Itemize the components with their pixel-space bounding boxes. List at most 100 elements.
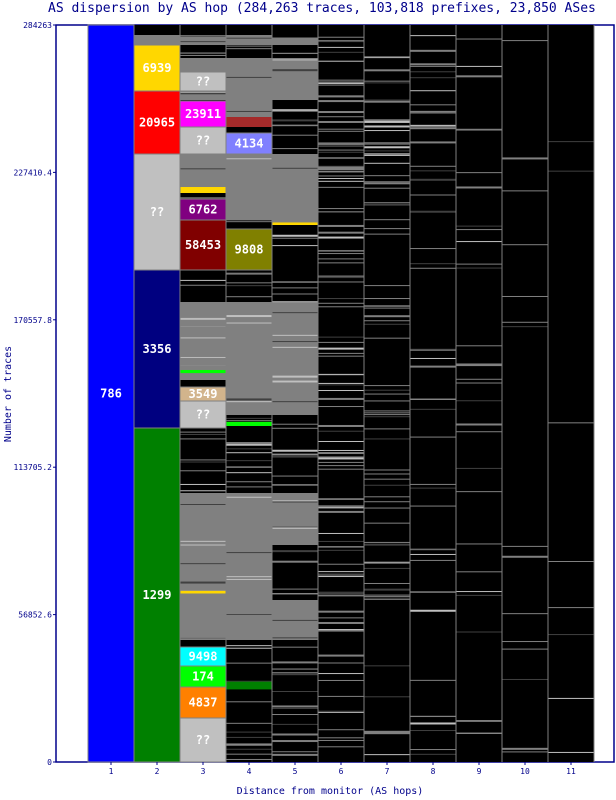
trace-line <box>180 544 226 546</box>
trace-line <box>318 456 364 458</box>
trace-line <box>180 636 226 638</box>
trace-line <box>226 76 272 78</box>
trace-line <box>318 505 364 507</box>
trace-line <box>318 208 364 210</box>
trace-line <box>180 318 226 320</box>
x-tick-label: 7 <box>385 767 390 776</box>
trace-line <box>272 59 318 61</box>
trace-line <box>318 120 364 123</box>
trace-line <box>318 576 364 578</box>
trace-line <box>364 597 410 599</box>
y-tick-label: 56852.6 <box>18 611 52 620</box>
trace-line <box>226 322 272 324</box>
trace-line <box>456 382 502 384</box>
trace-line <box>410 349 456 351</box>
filler-block <box>180 35 226 46</box>
trace-line <box>272 593 318 595</box>
trace-line <box>364 696 410 698</box>
trace-line <box>180 94 226 96</box>
trace-line <box>364 307 410 309</box>
trace-line <box>502 321 548 323</box>
trace-line <box>180 91 226 93</box>
trace-line <box>410 716 456 718</box>
trace-line <box>318 306 364 308</box>
trace-line <box>180 503 226 505</box>
trace-line <box>364 323 410 325</box>
trace-line <box>180 41 226 43</box>
trace-line <box>364 416 410 418</box>
trace-line <box>272 454 318 457</box>
trace-line <box>318 166 364 168</box>
trace-line <box>456 128 502 130</box>
trace-line <box>502 295 548 297</box>
trace-line <box>226 335 272 337</box>
trace-line <box>272 740 318 743</box>
as-block <box>272 222 318 226</box>
trace-line <box>318 546 364 548</box>
trace-line <box>272 536 318 539</box>
trace-line <box>410 63 456 66</box>
trace-line <box>318 406 364 408</box>
trace-line <box>456 75 502 78</box>
trace-line <box>272 148 318 150</box>
trace-line <box>410 90 456 92</box>
trace-line <box>318 468 364 470</box>
trace-line <box>364 56 410 58</box>
trace-line <box>410 591 456 593</box>
trace-line <box>180 54 226 56</box>
trace-line <box>272 520 318 522</box>
trace-line <box>272 341 318 343</box>
trace-line <box>364 400 410 402</box>
trace-line <box>318 175 364 177</box>
trace-line <box>364 150 410 152</box>
trace-line <box>318 373 364 375</box>
as-block <box>226 421 272 426</box>
trace-line <box>272 413 318 415</box>
trace-line <box>548 422 594 424</box>
trace-line <box>226 372 272 374</box>
trace-line <box>318 461 364 463</box>
trace-line <box>318 390 364 392</box>
trace-line <box>364 154 410 156</box>
trace-line <box>272 527 318 529</box>
trace-line <box>318 128 364 130</box>
trace-line <box>226 102 272 104</box>
trace-line <box>364 162 410 164</box>
as-block-label: 4837 <box>189 695 218 709</box>
trace-line <box>226 647 272 649</box>
trace-line <box>364 393 410 395</box>
trace-line <box>502 40 548 42</box>
as-block <box>226 681 272 690</box>
as-block <box>179 219 227 271</box>
as-block <box>180 369 226 374</box>
trace-line <box>318 549 364 551</box>
trace-line <box>318 352 364 354</box>
trace-line <box>318 571 364 573</box>
trace-line <box>364 80 410 82</box>
as-block-label: 1299 <box>143 588 172 602</box>
trace-line <box>410 124 456 126</box>
trace-line <box>226 537 272 539</box>
trace-line <box>410 753 456 755</box>
trace-line <box>456 186 502 189</box>
trace-line <box>318 347 364 350</box>
trace-line <box>180 279 226 281</box>
trace-line <box>318 281 364 283</box>
trace-line <box>364 233 410 235</box>
trace-line <box>456 720 502 722</box>
trace-line <box>548 634 594 636</box>
trace-line <box>226 208 272 211</box>
trace-line <box>410 248 456 250</box>
trace-line <box>318 130 364 132</box>
trace-line <box>272 672 318 674</box>
trace-line <box>272 134 318 136</box>
trace-line <box>318 116 364 118</box>
trace-line <box>180 483 226 485</box>
filler-block <box>272 38 318 46</box>
trace-line <box>364 410 410 412</box>
x-tick-label: 2 <box>155 767 160 776</box>
trace-line <box>364 507 410 509</box>
filler-block <box>226 493 272 546</box>
trace-line <box>364 120 410 123</box>
trace-line <box>364 219 410 221</box>
